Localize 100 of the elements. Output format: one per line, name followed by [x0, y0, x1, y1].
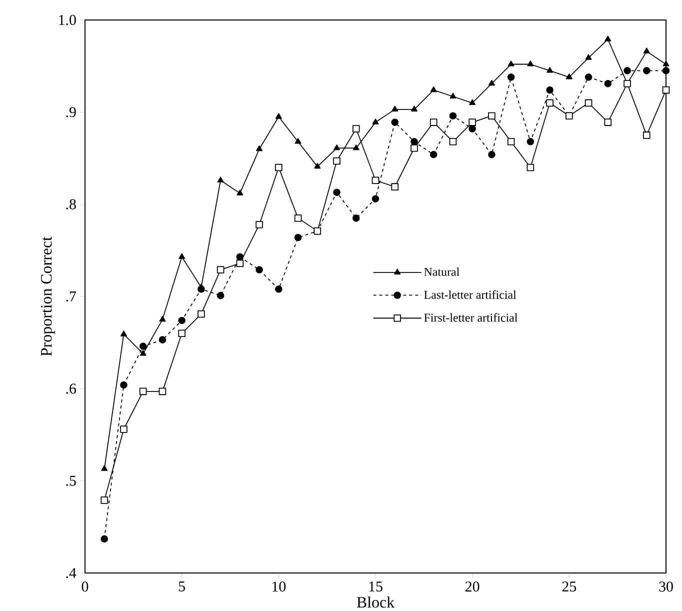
point	[430, 86, 437, 92]
point	[604, 80, 612, 88]
x-axis-title: Block	[356, 596, 395, 608]
y-axis-title: Proportion Correct	[41, 236, 55, 356]
point	[430, 150, 438, 158]
point	[352, 125, 360, 132]
point	[352, 144, 360, 150]
point	[526, 138, 534, 146]
point	[410, 144, 418, 152]
point	[178, 330, 186, 338]
point	[198, 285, 205, 293]
point	[178, 253, 186, 259]
point	[449, 138, 457, 146]
point	[468, 125, 476, 132]
point	[100, 535, 108, 543]
point	[256, 145, 263, 152]
point	[334, 144, 340, 150]
point	[604, 36, 612, 42]
point	[216, 292, 224, 300]
legend-label: Last-letter artificial	[424, 290, 516, 299]
y-tick-label: .4	[66, 568, 76, 578]
point	[391, 183, 399, 190]
y-tick-label: .7	[66, 292, 76, 302]
point	[391, 118, 399, 126]
point	[662, 60, 670, 66]
point	[120, 330, 127, 336]
point	[488, 150, 496, 158]
point	[546, 67, 554, 73]
point	[333, 157, 340, 165]
point	[372, 118, 379, 124]
point	[139, 342, 147, 350]
legend-label: Natural	[424, 268, 460, 276]
point	[566, 73, 572, 80]
point	[508, 60, 514, 66]
point	[294, 234, 302, 242]
point	[372, 195, 380, 202]
point	[256, 220, 263, 228]
point	[624, 67, 631, 74]
point	[662, 67, 670, 74]
point	[120, 426, 128, 433]
x-tick-label: 0	[82, 582, 88, 592]
point	[584, 73, 592, 81]
point	[275, 113, 282, 119]
x-tick-label: 10	[272, 582, 286, 592]
x-tick-label: 15	[369, 582, 382, 592]
point	[198, 310, 205, 318]
point	[642, 132, 650, 139]
point	[236, 260, 244, 267]
point	[546, 86, 554, 94]
legend-label: First-letter artificial	[424, 313, 518, 322]
point	[392, 106, 398, 112]
point	[236, 190, 244, 196]
point	[294, 214, 302, 222]
point	[410, 138, 418, 146]
point	[314, 162, 321, 169]
point	[604, 118, 612, 126]
point	[643, 48, 650, 54]
point	[275, 164, 282, 172]
point	[468, 118, 476, 126]
point	[469, 99, 476, 105]
point	[217, 176, 224, 182]
point	[158, 388, 166, 396]
point	[294, 138, 302, 144]
point	[120, 381, 128, 389]
point	[662, 86, 670, 94]
point	[178, 316, 186, 324]
y-tick-label: .5	[66, 476, 76, 486]
point	[256, 266, 263, 274]
x-tick-label: 20	[466, 582, 480, 592]
point	[158, 336, 166, 344]
point	[216, 266, 224, 274]
x-tick-label: 5	[178, 582, 185, 592]
y-tick-label: 1.0	[59, 14, 76, 26]
point	[507, 138, 515, 146]
x-tick-label: 30	[659, 582, 673, 592]
point	[488, 80, 495, 86]
point	[488, 112, 496, 120]
point	[642, 67, 650, 74]
point	[450, 92, 456, 99]
point	[275, 285, 282, 293]
point	[585, 54, 592, 60]
point	[546, 99, 554, 107]
point	[333, 188, 340, 196]
y-tick-label: .6	[66, 384, 76, 394]
point	[352, 214, 360, 222]
point	[584, 99, 592, 107]
point	[527, 60, 534, 66]
point	[372, 176, 380, 184]
point	[101, 465, 108, 471]
point	[411, 106, 418, 112]
point	[159, 316, 166, 322]
point	[139, 388, 147, 396]
x-tick-label: 25	[562, 582, 576, 592]
point	[100, 496, 108, 504]
y-tick-label: .8	[66, 199, 76, 210]
point	[140, 350, 146, 356]
point	[449, 112, 457, 120]
point	[526, 164, 534, 172]
point	[507, 73, 515, 81]
y-tick-label: .9	[66, 107, 76, 118]
